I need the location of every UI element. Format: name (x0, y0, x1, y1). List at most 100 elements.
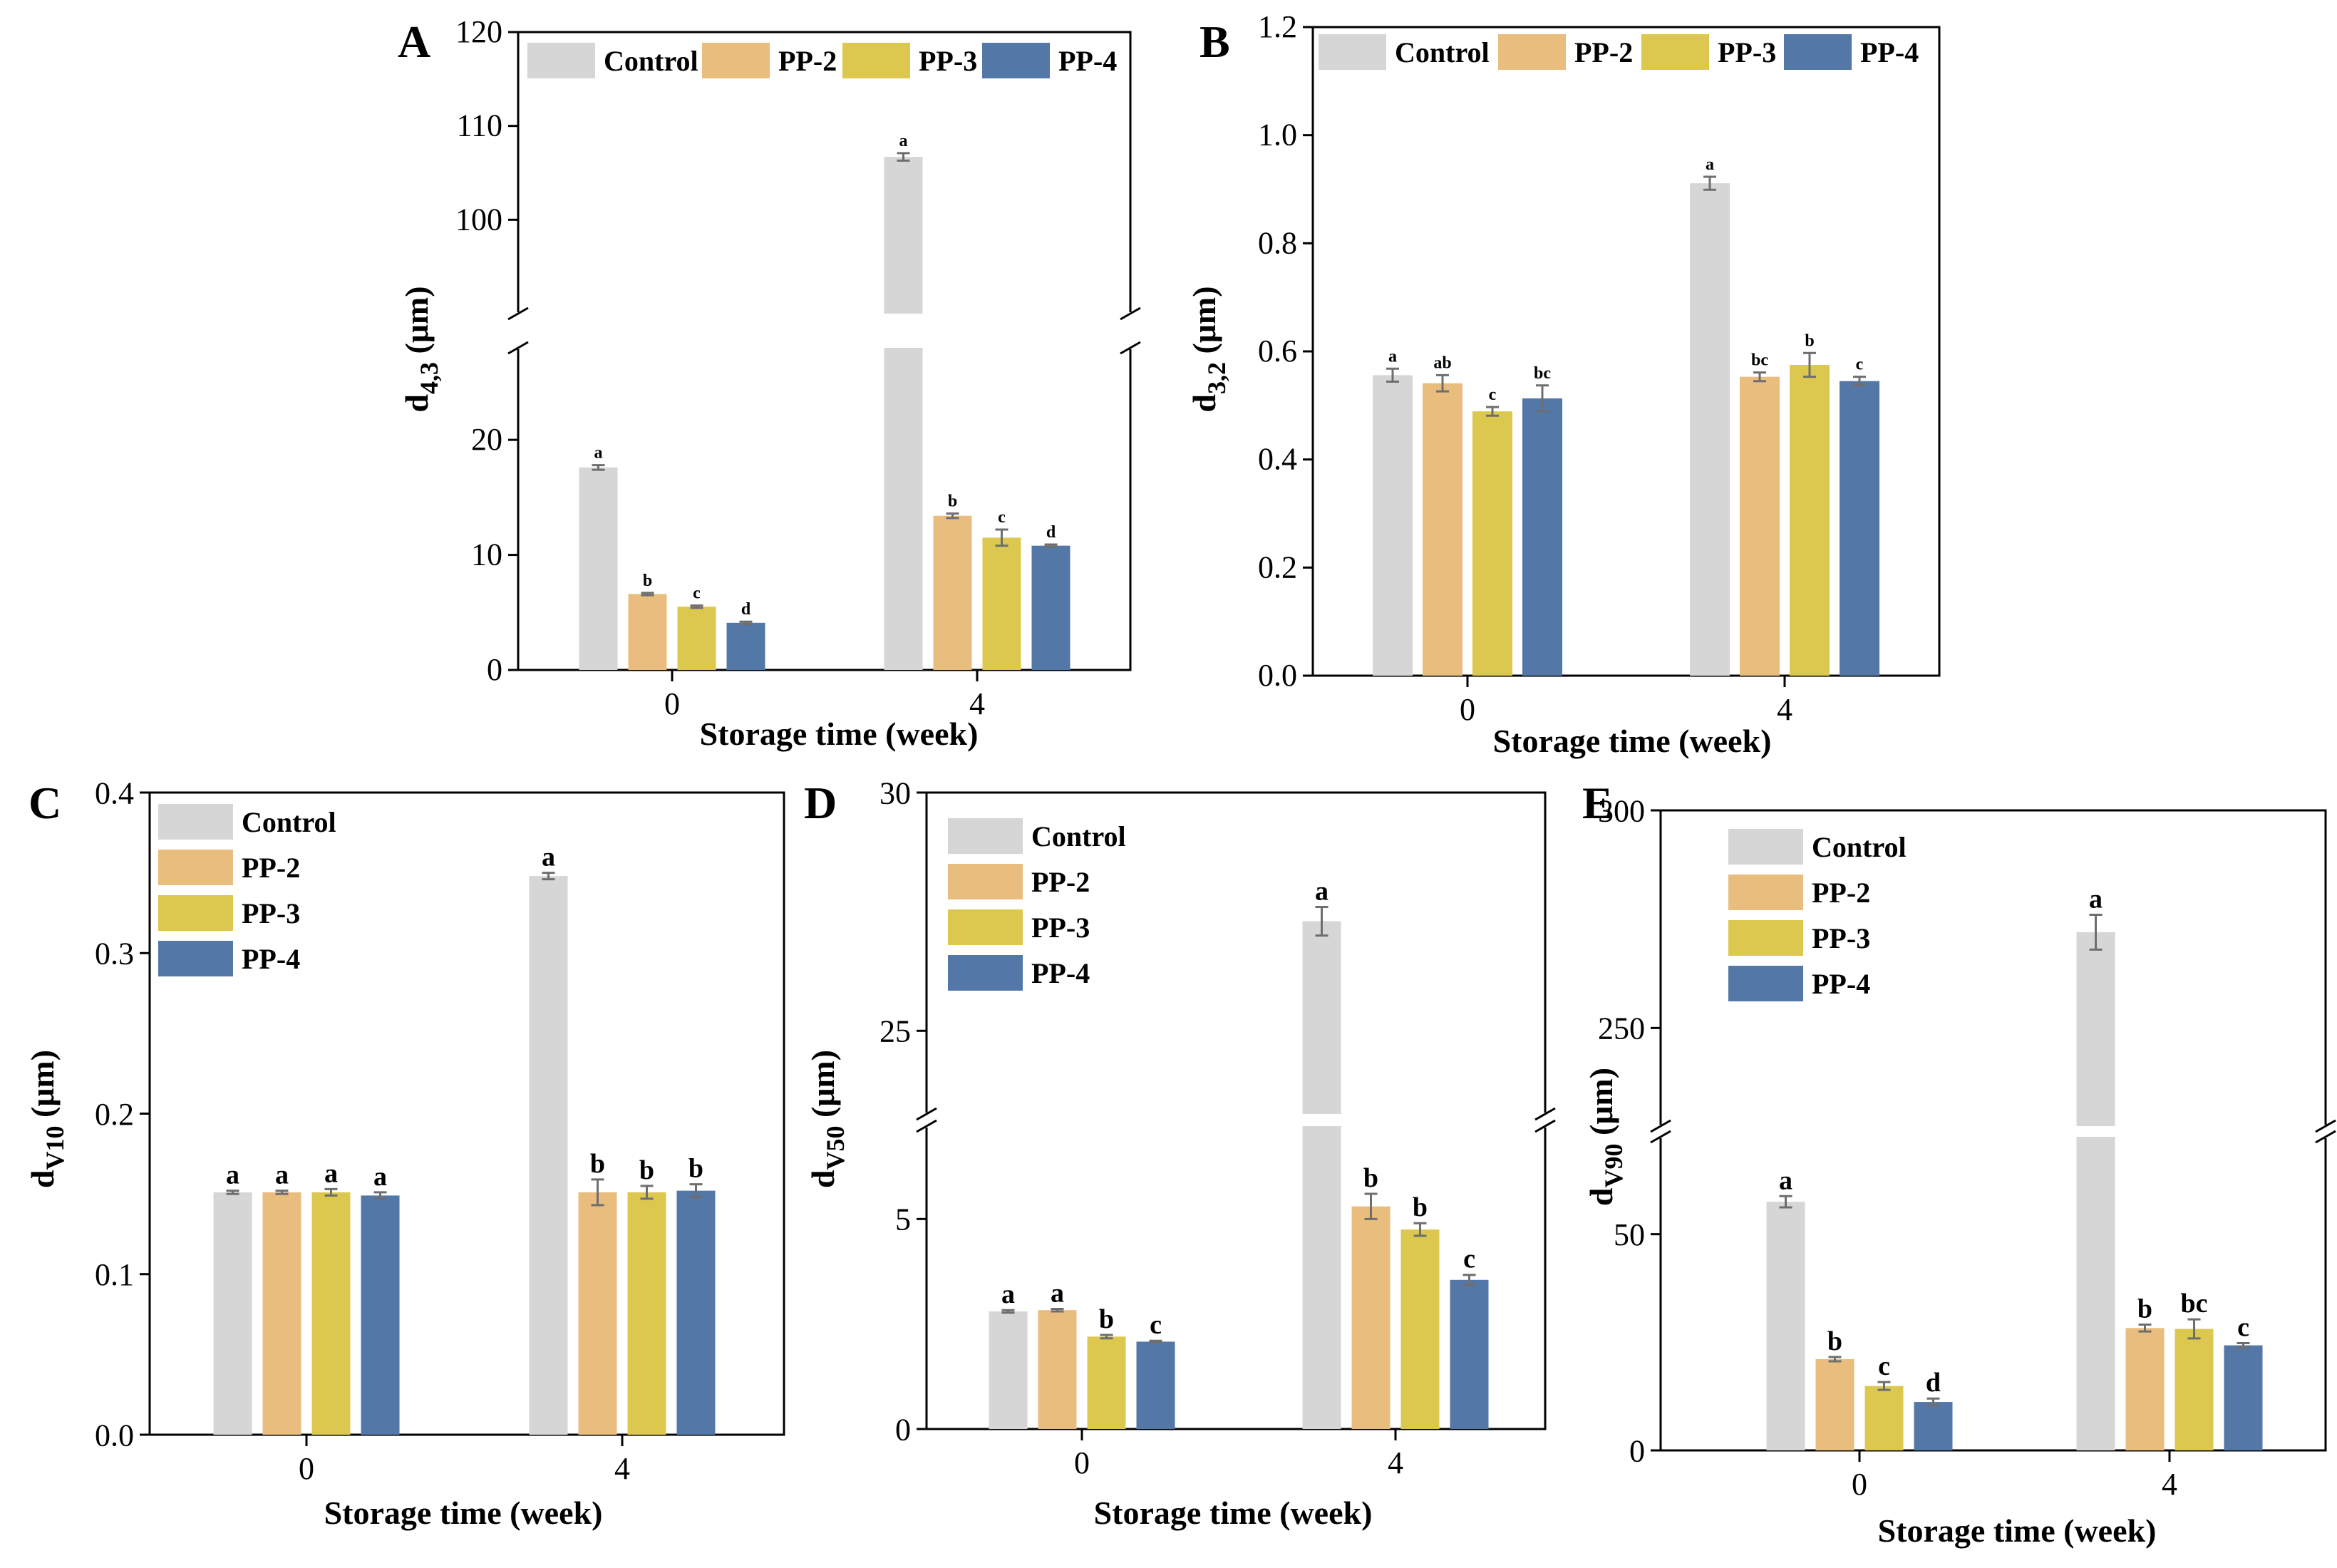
significance-letter: c (998, 508, 1006, 527)
bar-pp-3-week-4 (627, 1192, 666, 1435)
bar-control-week-0 (1766, 1202, 1805, 1450)
significance-letter: c (1878, 1351, 1890, 1381)
y-axis-label: dV50 (μm) (805, 1050, 850, 1188)
bar-pp-4-week-0 (1522, 398, 1562, 676)
legend-label: Control (1812, 831, 1907, 863)
significance-letter: b (1363, 1163, 1378, 1193)
y-tick-label: 0.2 (95, 1097, 134, 1132)
legend-swatch-pp-2 (702, 43, 770, 78)
bar-pp-3-week-4 (1790, 364, 1830, 676)
legend-label: Control (242, 806, 336, 838)
significance-letter: a (542, 842, 555, 872)
bar-pp-2-week-0 (262, 1192, 301, 1435)
panel-C: 0.0 0.1 0.2 0.3 0.4 0 4 a a a b a b a b Control PP-2 PP-3… (24, 775, 785, 1531)
significance-letter: b (1805, 331, 1814, 350)
x-tick-label: 4 (2162, 1467, 2177, 1502)
bar-pp-2-week-0 (1038, 1310, 1077, 1429)
bar-pp-3-week-4 (1400, 1229, 1440, 1429)
y-axis-label-main: d (805, 1170, 841, 1188)
legend-swatch-pp-4 (1728, 966, 1803, 1001)
y-axis-label-main: d (1583, 1187, 1619, 1206)
significance-letter: b (643, 572, 652, 590)
significance-letter: a (1315, 876, 1329, 906)
legend-label: PP-2 (1574, 36, 1633, 68)
x-tick-label: 4 (969, 686, 985, 721)
y-axis-label-subscript: 4,3 (415, 362, 443, 394)
y-axis-label-main: d (1186, 394, 1222, 413)
y-tick-label: 0.6 (1258, 334, 1297, 368)
legend-label: PP-3 (1812, 922, 1870, 954)
significance-letter: a (2089, 884, 2103, 914)
x-tick-label: 4 (1777, 692, 1792, 727)
bar-control-week-4 (1690, 183, 1730, 676)
panel-label: C (29, 778, 61, 828)
legend-swatch-control (527, 43, 595, 78)
panel-A: 0 10 20 100 110 120 0 4 a a b b c c d d Control PP-2 PP-3 P… (398, 14, 1141, 752)
bar-pp-4-week-0 (726, 622, 765, 670)
significance-letter: d (741, 600, 751, 619)
legend-swatch-pp-3 (948, 909, 1023, 945)
significance-letter: a (275, 1160, 289, 1190)
legend-label: PP-4 (1860, 36, 1919, 68)
y-axis-label-subscript: V10 (41, 1125, 69, 1170)
bar-control-week-4 (529, 876, 568, 1435)
significance-letter: b (1099, 1304, 1114, 1334)
bar-control-week-4 (884, 157, 923, 670)
legend-label: PP-2 (778, 45, 837, 77)
significance-letter: c (1463, 1244, 1475, 1274)
y-tick-label: 5 (895, 1202, 911, 1237)
bar-control-week-0 (1373, 375, 1413, 676)
y-tick-label: 0.0 (1258, 658, 1297, 693)
y-tick-label: 10 (471, 537, 502, 572)
significance-letter: c (693, 584, 701, 603)
axis-break-mark (1650, 1130, 1671, 1144)
bar-control-week-0 (579, 467, 618, 670)
bar-pp-4-week-4 (676, 1190, 716, 1435)
y-tick-label: 0.8 (1258, 225, 1297, 260)
legend-swatch-pp-4 (1784, 34, 1852, 70)
y-axis-label-unit: (μm) (1583, 1068, 1619, 1144)
y-axis-label: d3,2 (μm) (1186, 286, 1231, 412)
legend-label: PP-4 (1058, 45, 1117, 77)
y-tick-label: 0.0 (95, 1418, 134, 1453)
significance-letter: c (1856, 356, 1864, 374)
bar-pp-2-week-0 (1423, 383, 1462, 676)
x-tick-label: 4 (1388, 1445, 1403, 1480)
significance-letter: c (1150, 1310, 1162, 1340)
y-tick-label: 0 (895, 1412, 911, 1447)
bar-pp-2-week-4 (933, 515, 972, 670)
panel-label: B (1200, 16, 1230, 67)
bar-pp-2-week-0 (1815, 1358, 1854, 1450)
legend-swatch-control (158, 804, 233, 840)
significance-letter: d (1926, 1368, 1941, 1398)
bar-pp-4-week-0 (361, 1195, 400, 1435)
significance-letter: a (1051, 1278, 1064, 1308)
bar-pp-3-week-4 (982, 537, 1021, 670)
y-tick-label: 0.4 (1258, 442, 1297, 477)
bar-pp-3-week-4 (2175, 1329, 2214, 1450)
bar-pp-2-week-4 (1740, 376, 1780, 676)
significance-letter: c (2237, 1313, 2249, 1343)
y-tick-label: 0.3 (95, 937, 134, 971)
significance-letter: b (688, 1154, 703, 1184)
axis-break-mark (1534, 1119, 1556, 1133)
x-tick-label: 0 (1074, 1445, 1090, 1480)
legend-swatch-pp-3 (1728, 920, 1803, 956)
legend-swatch-pp-2 (158, 850, 233, 885)
y-tick-label: 120 (455, 14, 502, 49)
legend-label: Control (1395, 36, 1490, 68)
significance-letter: a (1001, 1279, 1015, 1309)
bar-control-week-4 (2076, 932, 2115, 1450)
x-tick-label: 0 (299, 1451, 314, 1486)
y-tick-label: 0.1 (95, 1257, 134, 1292)
y-axis-label: dV10 (μm) (24, 1050, 69, 1188)
bar-pp-4-week-0 (1914, 1402, 1953, 1450)
y-axis-label-unit: (μm) (1186, 286, 1222, 362)
y-axis-label-subscript: V50 (821, 1125, 850, 1170)
legend-swatch-pp-4 (158, 941, 233, 976)
bar-control-week-4 (1302, 921, 1341, 1429)
significance-letter: a (594, 444, 603, 463)
legend-swatch-pp-4 (948, 955, 1023, 991)
axis-break-mark (1650, 1119, 1671, 1133)
